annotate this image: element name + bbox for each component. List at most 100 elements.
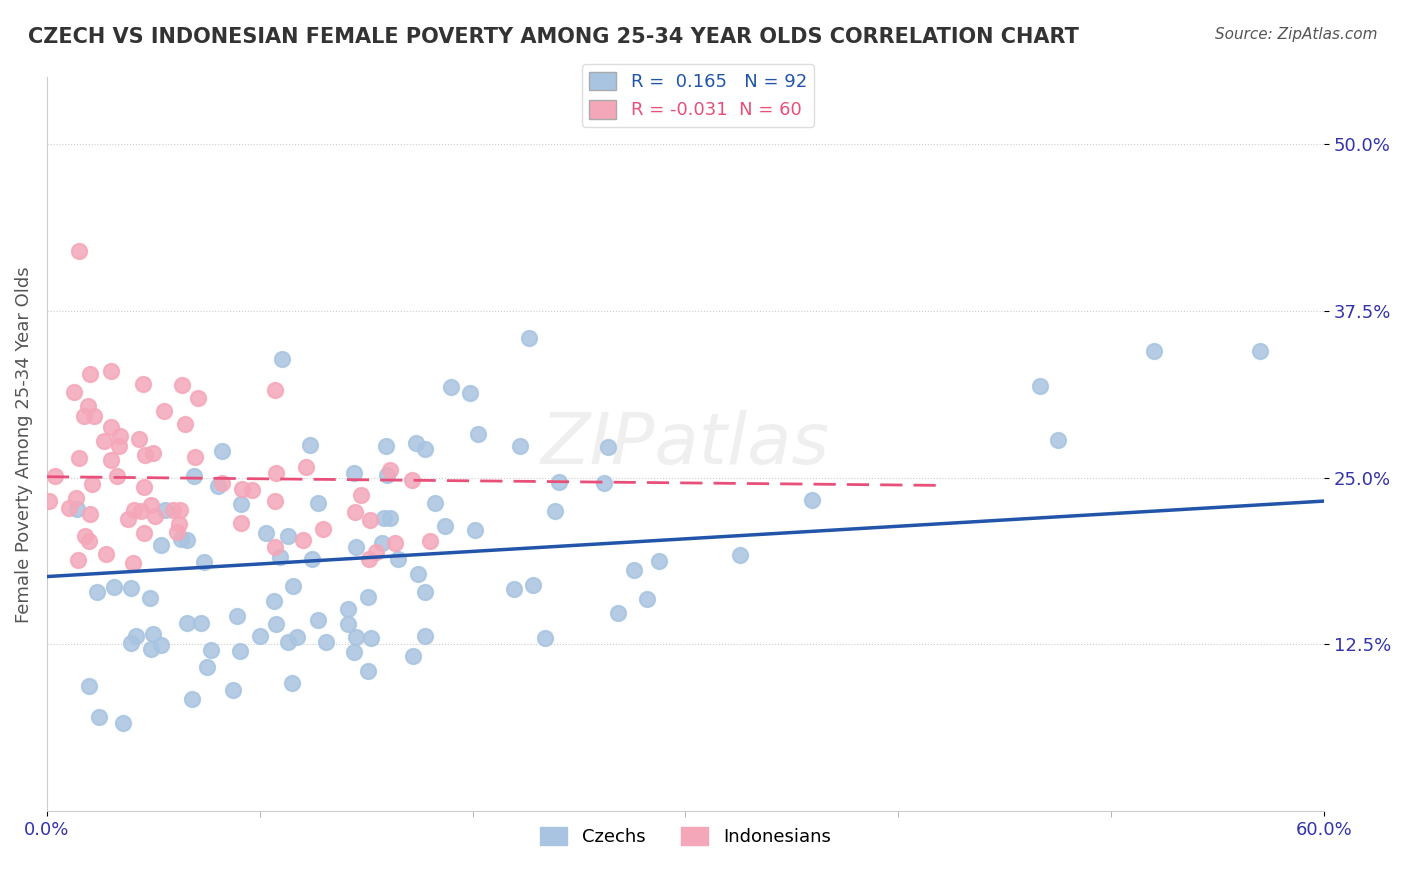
Point: [193, 555, 215, 569]
Point: [195, 659, 218, 673]
Point: [344, 630, 367, 644]
Point: [269, 549, 291, 564]
Point: [153, 502, 176, 516]
Point: [315, 634, 337, 648]
Point: [415, 629, 437, 643]
Y-axis label: Female Poverty Among 25-34 Year Olds: Female Poverty Among 25-34 Year Olds: [15, 266, 32, 623]
Point: [285, 630, 308, 644]
Point: [357, 590, 380, 604]
Point: [415, 442, 437, 457]
Point: [467, 427, 489, 442]
Point: [800, 493, 823, 508]
Text: ZIPatlas: ZIPatlas: [541, 409, 830, 479]
Point: [83, 409, 105, 424]
Point: [142, 627, 165, 641]
Point: [128, 432, 150, 446]
Point: [402, 649, 425, 664]
Point: [200, 643, 222, 657]
Point: [254, 525, 277, 540]
Point: [299, 438, 322, 452]
Point: [79, 368, 101, 382]
Point: [281, 675, 304, 690]
Point: [77, 533, 100, 548]
Point: [211, 475, 233, 490]
Point: [222, 682, 245, 697]
Point: [100, 453, 122, 467]
Point: [509, 438, 531, 452]
Point: [134, 526, 156, 541]
Point: [231, 482, 253, 496]
Point: [357, 552, 380, 566]
Point: [343, 645, 366, 659]
Point: [344, 540, 367, 554]
Point: [636, 592, 658, 607]
Point: [592, 475, 614, 490]
Point: [80, 477, 103, 491]
Point: [226, 609, 249, 624]
Point: [434, 519, 457, 533]
Point: [401, 474, 423, 488]
Point: [648, 554, 671, 568]
Point: [264, 617, 287, 632]
Point: [263, 594, 285, 608]
Point: [336, 601, 359, 615]
Point: [207, 479, 229, 493]
Point: [264, 466, 287, 480]
Point: [176, 615, 198, 630]
Point: [73, 409, 96, 424]
Point: [292, 533, 315, 547]
Point: [277, 635, 299, 649]
Point: [153, 404, 176, 418]
Point: [374, 439, 396, 453]
Point: [301, 552, 323, 566]
Point: [378, 463, 401, 477]
Point: [77, 399, 100, 413]
Point: [547, 475, 569, 490]
Point: [184, 450, 207, 464]
Point: [103, 580, 125, 594]
Point: [211, 444, 233, 458]
Point: [180, 691, 202, 706]
Point: [263, 540, 285, 554]
Point: [125, 629, 148, 643]
Point: [375, 468, 398, 483]
Point: [79, 507, 101, 521]
Point: [142, 446, 165, 460]
Point: [139, 591, 162, 605]
Point: [522, 578, 544, 592]
Point: [75, 528, 97, 542]
Point: [174, 417, 197, 432]
Point: [229, 497, 252, 511]
Point: [623, 563, 645, 577]
Point: [337, 617, 360, 632]
Point: [281, 579, 304, 593]
Point: [176, 533, 198, 547]
Point: [87, 710, 110, 724]
Point: [464, 523, 486, 537]
Point: [360, 631, 382, 645]
Point: [162, 502, 184, 516]
Point: [167, 517, 190, 532]
Point: [187, 392, 209, 406]
Point: [596, 440, 619, 454]
Point: [169, 503, 191, 517]
Point: [131, 377, 153, 392]
Point: [360, 513, 382, 527]
Point: [117, 512, 139, 526]
Point: [271, 352, 294, 367]
Point: [170, 378, 193, 392]
Point: [166, 525, 188, 540]
Point: [1143, 343, 1166, 358]
Point: [405, 436, 427, 450]
Point: [108, 429, 131, 443]
Point: [458, 385, 481, 400]
Point: [249, 628, 271, 642]
Point: [357, 664, 380, 678]
Point: [344, 505, 367, 519]
Point: [415, 584, 437, 599]
Point: [190, 616, 212, 631]
Point: [544, 503, 567, 517]
Point: [124, 502, 146, 516]
Point: [373, 511, 395, 525]
Point: [94, 547, 117, 561]
